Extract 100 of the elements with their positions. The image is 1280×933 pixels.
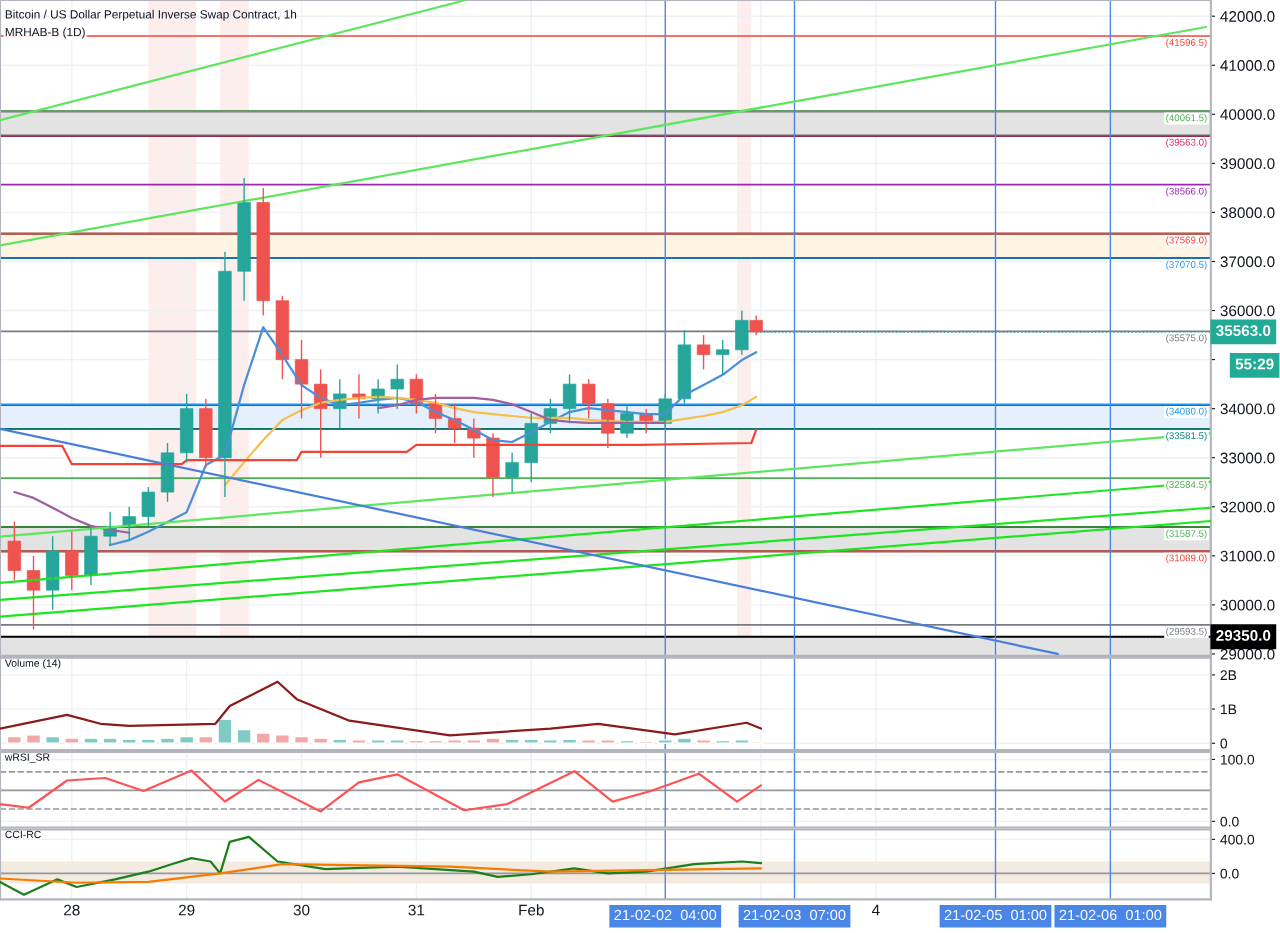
- ref-line-label: (39563.0): [1166, 138, 1207, 148]
- x-tick-label: 31: [408, 904, 425, 916]
- y-tick-label: 36000.0: [1220, 305, 1275, 317]
- y-tick-label: 400.0: [1220, 834, 1255, 845]
- bar: [427, 739, 444, 744]
- bar: [695, 739, 712, 744]
- bar: [466, 739, 482, 744]
- candlestick: [390, 363, 404, 410]
- y-tick-label: 37000.0: [1220, 256, 1275, 268]
- y-tick-label: 42000.0: [1220, 11, 1275, 22]
- bar: [485, 737, 501, 744]
- y-tick-label: 1B: [1220, 704, 1237, 715]
- y-tick-label: 30000.0: [1220, 599, 1275, 611]
- ref-line-label: 21-02-02 04:00: [614, 909, 717, 921]
- bar: [370, 739, 386, 744]
- candlestick: [237, 177, 251, 302]
- chart-title: CCI-RC: [5, 830, 41, 839]
- bar: [332, 738, 348, 744]
- bar: [715, 739, 731, 744]
- ref-line-label: (32584.5): [1166, 480, 1207, 490]
- bar: [638, 740, 654, 744]
- x-tick-label: Feb: [519, 904, 544, 916]
- ref-line-label: (41596.5): [1166, 38, 1207, 48]
- candlestick: [582, 378, 596, 420]
- bar: [159, 737, 176, 744]
- bar: [140, 738, 156, 744]
- annotation: 35563.0: [1216, 325, 1271, 337]
- candlestick: [275, 295, 290, 380]
- y-tick-label: 39000.0: [1220, 158, 1275, 170]
- candlestick: [735, 309, 749, 356]
- ref-line-label: (35575.0): [1166, 334, 1207, 344]
- ref-line-label: (31089.0): [1166, 554, 1207, 564]
- text: MRHAB-B (1D): [5, 27, 85, 39]
- candlestick: [45, 535, 60, 611]
- text: 55:29: [1235, 358, 1274, 370]
- bar: [504, 738, 520, 744]
- bar: [561, 738, 578, 744]
- candlestick: [505, 452, 519, 493]
- y-tick-label: 40000.0: [1220, 109, 1275, 120]
- y-tick-label: 100.0: [1220, 754, 1255, 765]
- x-tick-label: 28: [64, 904, 80, 916]
- y-tick-label: 31000.0: [1220, 550, 1275, 562]
- bar: [293, 735, 310, 744]
- ref-line-label: 21-02-06 01:00: [1059, 909, 1162, 921]
- bar: [581, 739, 597, 744]
- chart-title: wRSI_SR: [4, 753, 50, 763]
- candlestick: [256, 187, 270, 317]
- ref-line-label: (33581.5): [1166, 431, 1207, 442]
- chart-title: Volume (14): [4, 659, 61, 669]
- x-tick-label: 30: [293, 904, 310, 916]
- y-tick-label: 38000.0: [1220, 207, 1275, 219]
- bar: [523, 738, 539, 744]
- bar: [236, 728, 252, 744]
- ref-line-label: (34080.0): [1166, 407, 1207, 417]
- bar: [255, 732, 271, 744]
- bar: [447, 739, 463, 744]
- y-tick-label: 2B: [1220, 670, 1237, 680]
- bar: [351, 739, 367, 744]
- bar: [45, 735, 61, 744]
- bar: [25, 734, 42, 744]
- ref-line-label: (29593.5): [1166, 627, 1207, 637]
- ref-line-label: (38566.0): [1166, 187, 1207, 197]
- bar: [198, 735, 214, 744]
- y-tick-label: 0: [1220, 738, 1228, 749]
- ref-line-label: (37569.0): [1166, 236, 1207, 246]
- ref-line-label: (31587.5): [1166, 529, 1207, 539]
- bar: [600, 739, 616, 744]
- bar: [64, 737, 80, 744]
- ref-line-label: 21-02-05 01:00: [944, 909, 1047, 921]
- bar: [102, 737, 118, 744]
- candlestick: [199, 398, 213, 469]
- candlestick: [179, 393, 194, 464]
- bar: [121, 738, 137, 744]
- bar: [408, 739, 424, 744]
- x-tick-label: 29: [178, 904, 195, 916]
- ref-line-label: (40061.5): [1166, 114, 1207, 124]
- candlestick: [696, 334, 711, 371]
- ref-line-label: 21-02-03 07:00: [743, 909, 846, 921]
- candlestick: [716, 339, 730, 376]
- y-tick-label: 34000.0: [1220, 403, 1275, 415]
- bar: [657, 739, 673, 744]
- bar: [389, 739, 405, 744]
- y-tick-label: 29000.0: [1220, 648, 1275, 660]
- bar: [217, 718, 233, 744]
- candlestick: [65, 530, 79, 591]
- candlestick: [562, 373, 577, 425]
- y-tick-label: 41000.0: [1220, 60, 1275, 71]
- y-tick-label: 32000.0: [1220, 501, 1275, 513]
- y-tick-label: 33000.0: [1220, 452, 1275, 464]
- candlestick: [677, 329, 692, 405]
- candlestick: [141, 486, 156, 528]
- bar: [83, 737, 99, 744]
- bar: [313, 737, 329, 744]
- bar: [619, 739, 635, 744]
- candlestick: [7, 520, 22, 582]
- ref-line-label: (37070.5): [1166, 260, 1207, 270]
- x-tick-label: 4: [871, 904, 880, 916]
- text: Bitcoin / US Dollar Perpetual Inverse Swap Contract, 1h: [5, 9, 297, 21]
- bar: [179, 735, 195, 744]
- bar: [274, 734, 290, 744]
